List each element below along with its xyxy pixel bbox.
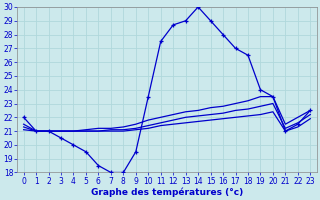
X-axis label: Graphe des températures (°c): Graphe des températures (°c) (91, 187, 243, 197)
